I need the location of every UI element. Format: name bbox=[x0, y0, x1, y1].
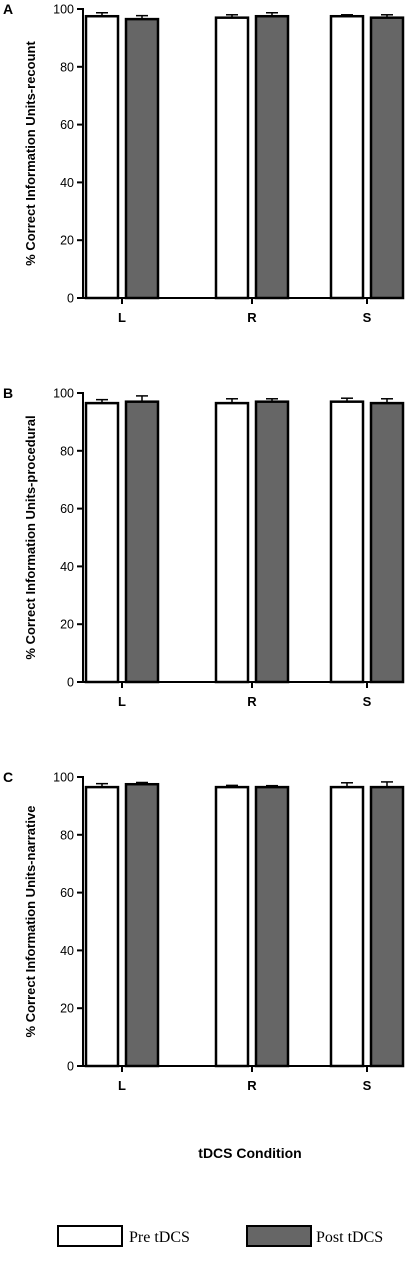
y-tick-label: 80 bbox=[60, 828, 74, 842]
x-tick-label: R bbox=[247, 694, 257, 709]
legend-label-pre: Pre tDCS bbox=[129, 1229, 190, 1246]
x-tick-label: L bbox=[118, 310, 126, 325]
y-tick-label: 0 bbox=[67, 676, 74, 690]
y-axis-label: % Correct Information Units-narrative bbox=[23, 806, 38, 1038]
bar-post-l bbox=[124, 782, 160, 1068]
bar-pre-l bbox=[84, 401, 120, 684]
y-tick-label: 40 bbox=[60, 176, 74, 190]
y-tick-label: 0 bbox=[67, 292, 74, 306]
bar-pre-r bbox=[214, 401, 250, 684]
panel-a: A % Correct Information Units-recount 0 20 4… bbox=[3, 1, 405, 325]
y-tick-label: 100 bbox=[53, 387, 74, 401]
bar-post-r bbox=[254, 400, 290, 684]
bar-pre-r bbox=[214, 785, 250, 1068]
panel-letter-b: B bbox=[3, 385, 13, 401]
panel-letter-a: A bbox=[3, 1, 13, 17]
bar-post-s bbox=[369, 16, 405, 300]
bar-pre-l bbox=[84, 14, 120, 300]
panel-b: B % Correct Information Units-procedural 0… bbox=[3, 385, 405, 709]
y-tick-label: 80 bbox=[60, 444, 74, 458]
y-tick-label: 60 bbox=[60, 118, 74, 132]
y-tick-label: 60 bbox=[60, 886, 74, 900]
y-tick-label: 0 bbox=[67, 1060, 74, 1074]
y-tick-label: 20 bbox=[60, 618, 74, 632]
bar-pre-s bbox=[329, 400, 365, 684]
bar-post-s bbox=[369, 401, 405, 684]
legend-swatch-post bbox=[246, 1225, 312, 1247]
x-tick-label: L bbox=[118, 1078, 126, 1093]
y-tick-label: 80 bbox=[60, 60, 74, 74]
y-tick-label: 40 bbox=[60, 560, 74, 574]
x-tick-label: R bbox=[247, 1078, 257, 1093]
bar-pre-l bbox=[84, 785, 120, 1068]
y-axis-label: % Correct Information Units-procedural bbox=[23, 415, 38, 659]
bar-post-l bbox=[124, 400, 160, 684]
bar-pre-s bbox=[329, 785, 365, 1068]
bar-post-r bbox=[254, 14, 290, 300]
x-axis-label: tDCS Condition bbox=[198, 1145, 301, 1161]
x-tick-label: S bbox=[363, 1078, 372, 1093]
bar-post-s bbox=[369, 785, 405, 1068]
x-tick-label: R bbox=[247, 310, 257, 325]
y-tick-label: 20 bbox=[60, 234, 74, 248]
bar-pre-s bbox=[329, 14, 365, 300]
y-tick-label: 40 bbox=[60, 944, 74, 958]
y-tick-label: 100 bbox=[53, 3, 74, 17]
x-tick-label: S bbox=[363, 694, 372, 709]
panel-letter-c: C bbox=[3, 769, 13, 785]
panels: A % Correct Information Units-recount 0 20 4… bbox=[3, 1, 405, 1093]
y-axis-label: % Correct Information Units-recount bbox=[23, 41, 38, 266]
y-tick-label: 20 bbox=[60, 1002, 74, 1016]
bar-post-l bbox=[124, 17, 160, 300]
x-tick-label: S bbox=[363, 310, 372, 325]
legend: Pre tDCS Post tDCS bbox=[57, 1225, 383, 1247]
bar-pre-r bbox=[214, 16, 250, 300]
y-tick-label: 60 bbox=[60, 502, 74, 516]
y-tick-label: 100 bbox=[53, 771, 74, 785]
bar-post-r bbox=[254, 785, 290, 1068]
x-tick-label: L bbox=[118, 694, 126, 709]
legend-label-post: Post tDCS bbox=[316, 1229, 383, 1246]
panel-c: C % Correct Information Units-narrative 0 2… bbox=[3, 769, 405, 1093]
legend-swatch-pre bbox=[57, 1225, 123, 1247]
